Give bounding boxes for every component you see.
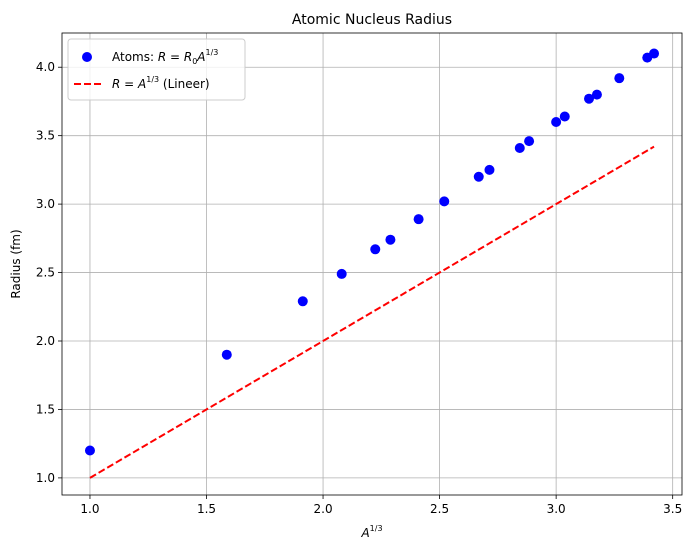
data-point	[584, 93, 594, 104]
data-point	[649, 48, 660, 59]
legend: Atoms: R = R0A1/3 R = A1/3 (Lineer)	[67, 38, 246, 101]
legend-marker-atoms	[82, 52, 92, 62]
x-axis-label: A1/3	[360, 524, 382, 540]
data-point	[514, 142, 525, 153]
x-axis-ticks: 1.0 1.5 2.0 2.5 3.0 3.5	[80, 495, 682, 516]
plot-area-frame	[61, 32, 683, 496]
data-point	[413, 214, 424, 225]
x-tick-label: 2.5	[430, 502, 449, 516]
data-point	[336, 268, 347, 279]
data-point	[559, 111, 570, 122]
grid	[62, 33, 682, 495]
y-tick-label: 4.0	[36, 60, 55, 74]
x-tick-label: 1.0	[80, 502, 99, 516]
data-point	[297, 296, 308, 307]
y-tick-label: 1.5	[36, 402, 55, 416]
chart-title: Atomic Nucleus Radius	[292, 12, 452, 28]
x-tick-label: 3.0	[547, 502, 566, 516]
reference-line	[89, 145, 655, 479]
data-point	[551, 116, 562, 127]
data-point	[484, 164, 495, 175]
y-tick-label: 3.5	[36, 129, 55, 143]
data-point	[524, 136, 535, 147]
y-tick-label: 1.0	[36, 471, 55, 485]
legend-box	[67, 38, 246, 101]
data-point	[614, 73, 625, 84]
data-point	[221, 349, 232, 360]
x-tick-label: 3.5	[663, 502, 682, 516]
data-point	[385, 234, 396, 245]
x-tick-label: 2.0	[314, 502, 333, 516]
y-tick-label: 2.0	[36, 334, 55, 348]
data-point	[84, 445, 95, 456]
legend-label-reference-line: R = A1/3 (Lineer)	[112, 75, 210, 91]
data-point	[591, 89, 602, 100]
atoms-scatter-series	[84, 48, 660, 456]
y-tick-label: 2.5	[36, 266, 55, 280]
reference-line-series	[89, 145, 655, 479]
x-tick-label: 1.5	[197, 502, 216, 516]
y-tick-label: 3.0	[36, 197, 55, 211]
data-point	[370, 244, 381, 255]
data-point	[473, 171, 484, 182]
y-axis-ticks: 1.0 1.5 2.0 2.5 3.0 3.5 4.0	[36, 60, 62, 485]
data-point	[439, 196, 450, 207]
y-axis-label: Radius (fm)	[9, 229, 23, 298]
legend-label-atoms: Atoms: R = R0A1/3	[112, 48, 218, 66]
